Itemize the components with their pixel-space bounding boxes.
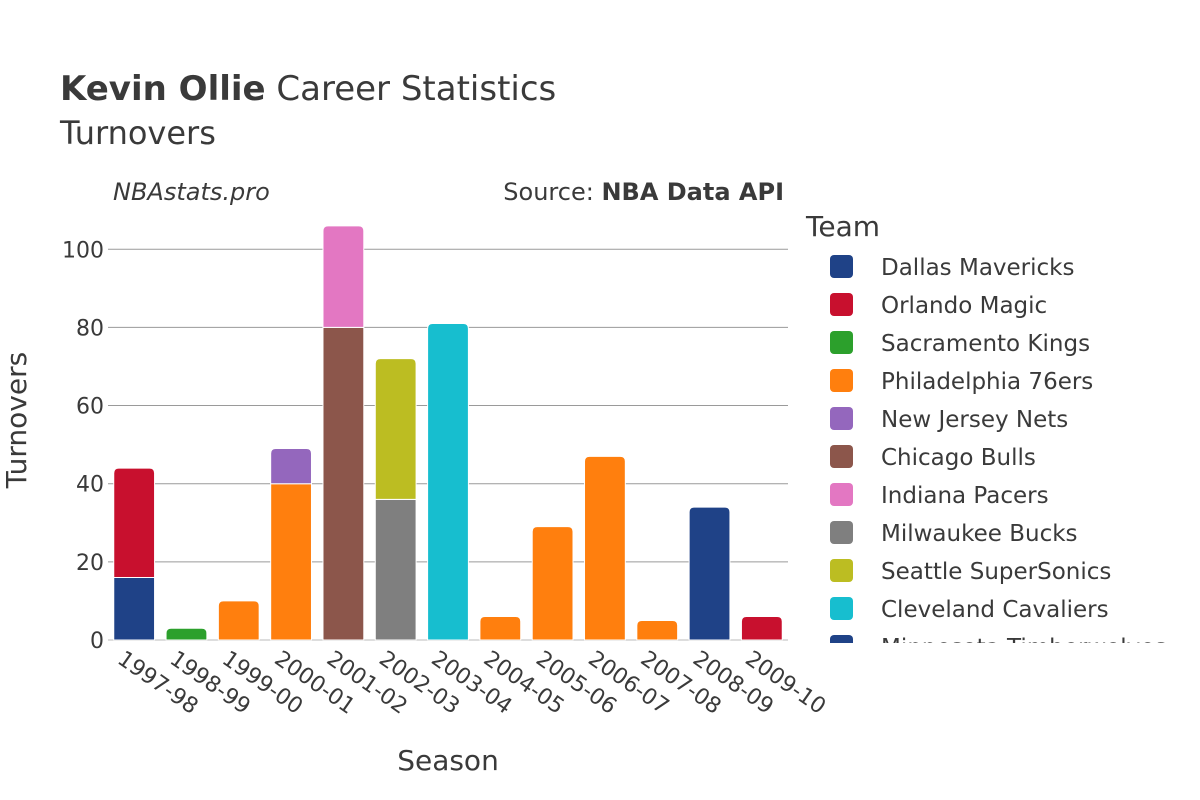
bar-segment [270,448,312,485]
title-rest: Career Statistics [266,69,557,109]
y-tick-label: 60 [76,395,104,420]
y-tick-label: 0 [90,629,104,654]
legend-swatch [830,293,853,316]
legend-item-label: Seattle SuperSonics [881,559,1111,585]
watermark: NBAstats.pro [113,178,270,206]
bar-segment [270,483,312,641]
bar-segment [322,326,365,641]
legend-item-label: New Jersey Nets [881,407,1068,433]
legend-swatch [830,483,853,506]
legend-item-label: Milwaukee Bucks [881,521,1078,547]
y-tick-label: 20 [76,551,104,576]
x-tick-labels: 1997-981998-991999-002000-012001-022002-… [113,646,830,719]
legend-item-label: Dallas Mavericks [881,255,1074,281]
bar-segment [531,526,574,641]
x-axis-label: Season [397,744,499,777]
bar-segment [479,616,522,641]
legend-item-label: Minnesota Timberwolves [881,635,1166,661]
bar-segment [636,619,679,641]
legend-item-label: Philadelphia 76ers [881,369,1093,395]
legend-swatch [830,407,853,430]
title-player-name: Kevin Ollie [60,69,266,109]
legend-swatch [830,445,853,468]
y-tick-label: 80 [76,316,104,341]
source-name: NBA Data API [601,178,784,206]
legend-swatch [830,369,853,392]
legend-item-label: Sacramento Kings [881,331,1090,357]
bar-segment [113,576,156,641]
bar-segment [374,358,417,500]
bar-segment [322,225,365,328]
legend-swatch [830,521,853,544]
y-tick-label: 100 [62,238,104,263]
bar-segment [165,627,208,641]
y-tick-labels: 0 20 40 60 80 100 [62,238,104,654]
legend-item-label: Indiana Pacers [881,483,1049,509]
bar-segment [374,498,417,641]
chart-subtitle: Turnovers [59,114,216,152]
legend-swatch [830,597,853,620]
legend-swatch [830,255,853,278]
bar-segment [740,616,783,641]
bar-segment [584,455,626,641]
bars [113,225,783,641]
legend-item-label: Orlando Magic [881,293,1047,319]
legend-title: Team [805,210,880,243]
source-credit: Source: NBA Data API [503,178,784,206]
bar-segment [217,600,260,641]
legend-swatch [830,559,853,582]
legend-item-label: Chicago Bulls [881,445,1036,471]
chart-title: Kevin Ollie Career Statistics [60,69,556,109]
legend: Dallas Mavericks Orlando Magic Sacramento … [830,255,1166,661]
legend-swatch [830,331,853,354]
legend-swatch [830,635,853,643]
bar-segment [688,506,731,641]
bar-segment [113,467,156,578]
legend-item-label: Cleveland Cavaliers [881,597,1109,623]
y-axis-label: Turnovers [0,352,33,489]
y-tick-label: 40 [76,473,104,498]
bar-segment [427,323,469,641]
source-prefix: Source: [503,178,601,206]
